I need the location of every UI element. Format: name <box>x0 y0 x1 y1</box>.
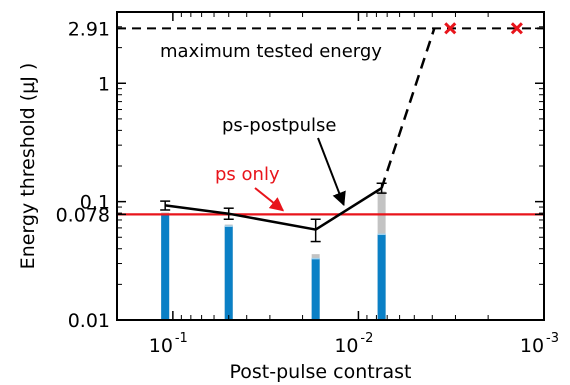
bar-blue-2 <box>311 258 320 320</box>
series-extension-0 <box>380 27 436 189</box>
marker-stroke-b-0 <box>444 22 457 35</box>
x-tick-exponent-0: -1 <box>175 331 188 346</box>
y-tick-label-4: 2.91 <box>68 18 110 40</box>
x-tick-exponent-2: -3 <box>546 331 559 346</box>
series-line-0 <box>165 187 383 231</box>
x-tick-label-2: 10 <box>520 335 544 357</box>
marker-x-0 <box>444 22 457 35</box>
bar-blue-0 <box>161 214 170 320</box>
x-tick-label-1: 10 <box>334 335 358 357</box>
y-tick-label-1: 0.078 <box>56 204 110 226</box>
bars-layer <box>161 191 386 320</box>
x-tick-exponent-1: -2 <box>360 331 373 346</box>
annotations-layer: maximum tested energy ps-postpulse ps only <box>160 41 382 212</box>
x-tick-label-0: 10 <box>149 335 173 357</box>
markers-layer <box>444 22 523 35</box>
ps-only-arrow <box>254 187 285 212</box>
bar-blue-1 <box>224 226 233 320</box>
ps-postpulse-arrow <box>317 137 346 207</box>
reference-lines <box>117 27 544 216</box>
y-tick-label-3: 1 <box>98 73 110 95</box>
marker-x-1 <box>510 22 523 35</box>
marker-stroke-b-1 <box>510 22 523 35</box>
ps-postpulse-label: ps-postpulse <box>222 115 336 136</box>
y-tick-label-2: 0.1 <box>80 192 110 214</box>
y-tick-label-0: 0.01 <box>68 310 110 332</box>
x-axis-title: Post-pulse contrast <box>230 361 412 383</box>
max-energy-label: maximum tested energy <box>160 41 382 62</box>
series-layer <box>160 27 436 243</box>
ps-only-label: ps only <box>215 164 280 185</box>
bar-blue-3 <box>377 234 386 320</box>
y-axis-title: Energy threshold (µJ ) <box>17 63 39 270</box>
